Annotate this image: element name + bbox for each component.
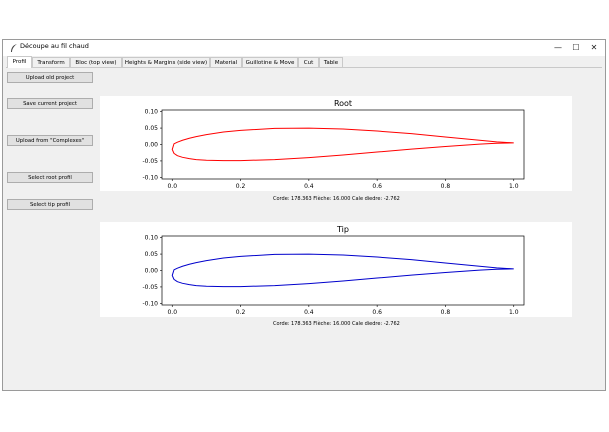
tab-heights-margins[interactable]: Heights & Margins (side view) (122, 57, 210, 67)
upload-old-project-button[interactable]: Upload old project (7, 72, 93, 83)
select-root-profil-button[interactable]: Select root profil (7, 172, 93, 183)
tip-xtick-label: 0.8 (441, 309, 451, 316)
tip-ytick-label: -0.05 (142, 284, 158, 291)
tip-ytick-label: 0.00 (145, 268, 159, 275)
root-ytick-label: -0.05 (142, 158, 158, 165)
root-xtick-label: 0.2 (236, 183, 246, 190)
tab-bloc-top-view[interactable]: Bloc (top view) (70, 57, 122, 67)
close-button[interactable]: ✕ (590, 43, 598, 52)
root-airfoil-line (171, 127, 514, 162)
root-xtick-label: 0.0 (167, 183, 177, 190)
root-xtick-label: 0.6 (372, 183, 382, 190)
tip-caption: Corde: 178.363 Flèche: 16.000 Cale diedr… (273, 321, 400, 327)
feather-icon (11, 44, 17, 52)
tip-airfoil-line (171, 253, 514, 288)
tab-bar: Profil Transform Bloc (top view) Heights… (6, 56, 602, 68)
tab-material[interactable]: Material (210, 57, 242, 67)
select-tip-profil-button[interactable]: Select tip profil (7, 199, 93, 210)
root-ytick-label: 0.10 (145, 109, 159, 116)
tab-cut[interactable]: Cut (298, 57, 319, 67)
tip-xtick-label: 0.4 (304, 309, 314, 316)
tip-xtick-label: 0.6 (372, 309, 382, 316)
tip-xtick-label: 1.0 (509, 309, 519, 316)
tab-table[interactable]: Table (319, 57, 343, 67)
tab-transform[interactable]: Transform (32, 57, 70, 67)
tip-ytick-label: -0.10 (142, 300, 158, 307)
tip-ytick-label: 0.10 (145, 235, 159, 242)
window-title: Découpe au fil chaud (20, 42, 89, 50)
root-ytick-label: -0.10 (142, 174, 158, 181)
tip-xtick-label: 0.2 (236, 309, 246, 316)
root-plot: Root 0.10 0.05 0.00 -0.05 -0.10 0.0 0.2 0.4 0.6 0.… (100, 96, 572, 191)
tip-ytick-label: 0.05 (145, 251, 159, 258)
root-xtick-label: 1.0 (509, 183, 519, 190)
tip-chart: Tip 0.10 0.05 0.00 -0.05 -0.10 0.0 0.2 0.4 0.6 0.8… (142, 225, 525, 316)
upload-complexes-button[interactable]: Upload from "Complexes" (7, 135, 93, 146)
root-xtick-label: 0.8 (441, 183, 451, 190)
tip-xtick-label: 0.0 (167, 309, 177, 316)
root-chart-title: Root (334, 99, 352, 108)
maximize-button[interactable]: ☐ (572, 43, 580, 52)
title-bar: Découpe au fil chaud — ☐ ✕ (3, 40, 605, 56)
root-ytick-label: 0.00 (145, 142, 159, 149)
tab-guillotine-move[interactable]: Guillotine & Move (242, 57, 298, 67)
tip-plot: Tip 0.10 0.05 0.00 -0.05 -0.10 0.0 0.2 0.4 0.6 0.8… (100, 222, 572, 317)
root-chart: Root 0.10 0.05 0.00 -0.05 -0.10 0.0 0.2 0.4 0.6 0.… (142, 99, 525, 190)
tip-chart-title: Tip (336, 225, 349, 234)
tab-profil[interactable]: Profil (7, 56, 32, 68)
root-caption: Corde: 178.363 Flèche: 16.000 Cale diedr… (273, 196, 400, 202)
minimize-button[interactable]: — (554, 43, 562, 52)
root-ytick-label: 0.05 (145, 125, 159, 132)
root-xtick-label: 0.4 (304, 183, 314, 190)
save-current-project-button[interactable]: Save current project (7, 98, 93, 109)
app-window: Découpe au fil chaud — ☐ ✕ Profil Transf… (2, 39, 606, 391)
